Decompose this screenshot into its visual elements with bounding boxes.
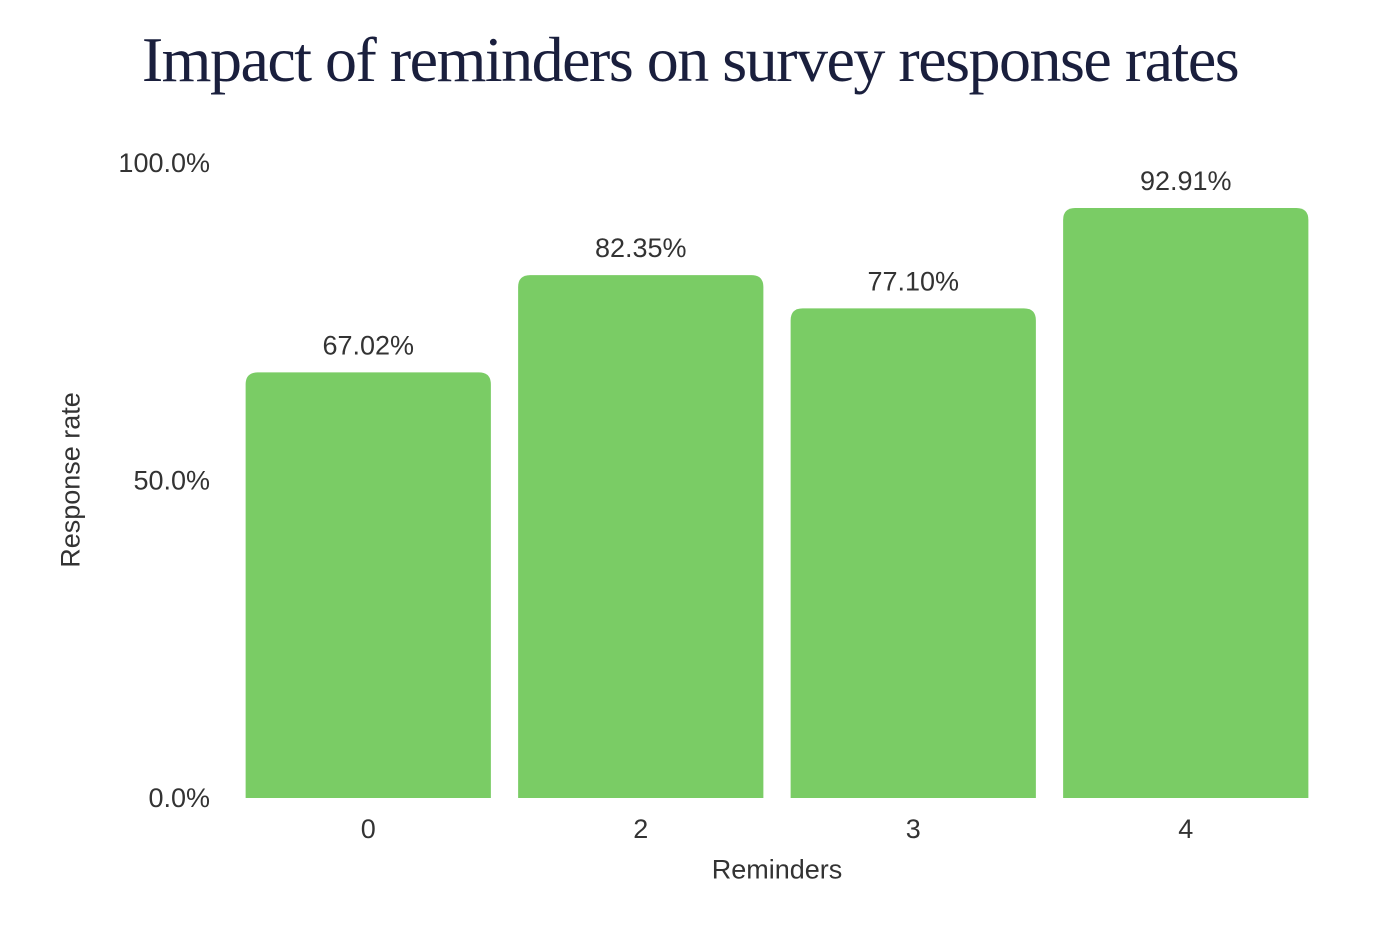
y-tick-label: 0.0% [148, 783, 210, 813]
data-label: 77.10% [867, 266, 959, 296]
chart-title: Impact of reminders on survey response r… [141, 24, 1240, 95]
x-tick-label: 2 [633, 814, 648, 844]
x-tick-label: 4 [1178, 814, 1193, 844]
data-label: 82.35% [595, 233, 687, 263]
data-label: 67.02% [322, 330, 414, 360]
y-tick-label: 50.0% [133, 466, 210, 496]
bars [245, 208, 1309, 799]
data-label: 92.91% [1140, 166, 1232, 196]
data-labels: 67.02% 82.35% 77.10% 92.91% [322, 166, 1231, 360]
y-tick-label: 100.0% [118, 148, 210, 178]
x-axis-ticks: 0 2 3 4 [361, 814, 1194, 844]
bar [245, 372, 491, 798]
y-axis-ticks: 0.0% 50.0% 100.0% [118, 148, 210, 813]
x-tick-label: 0 [361, 814, 376, 844]
bar [518, 275, 764, 798]
y-axis-label: Response rate [55, 392, 86, 568]
x-tick-label: 3 [906, 814, 921, 844]
bar [1063, 208, 1309, 799]
bar [790, 308, 1036, 798]
x-axis-label: Reminders [711, 854, 843, 885]
